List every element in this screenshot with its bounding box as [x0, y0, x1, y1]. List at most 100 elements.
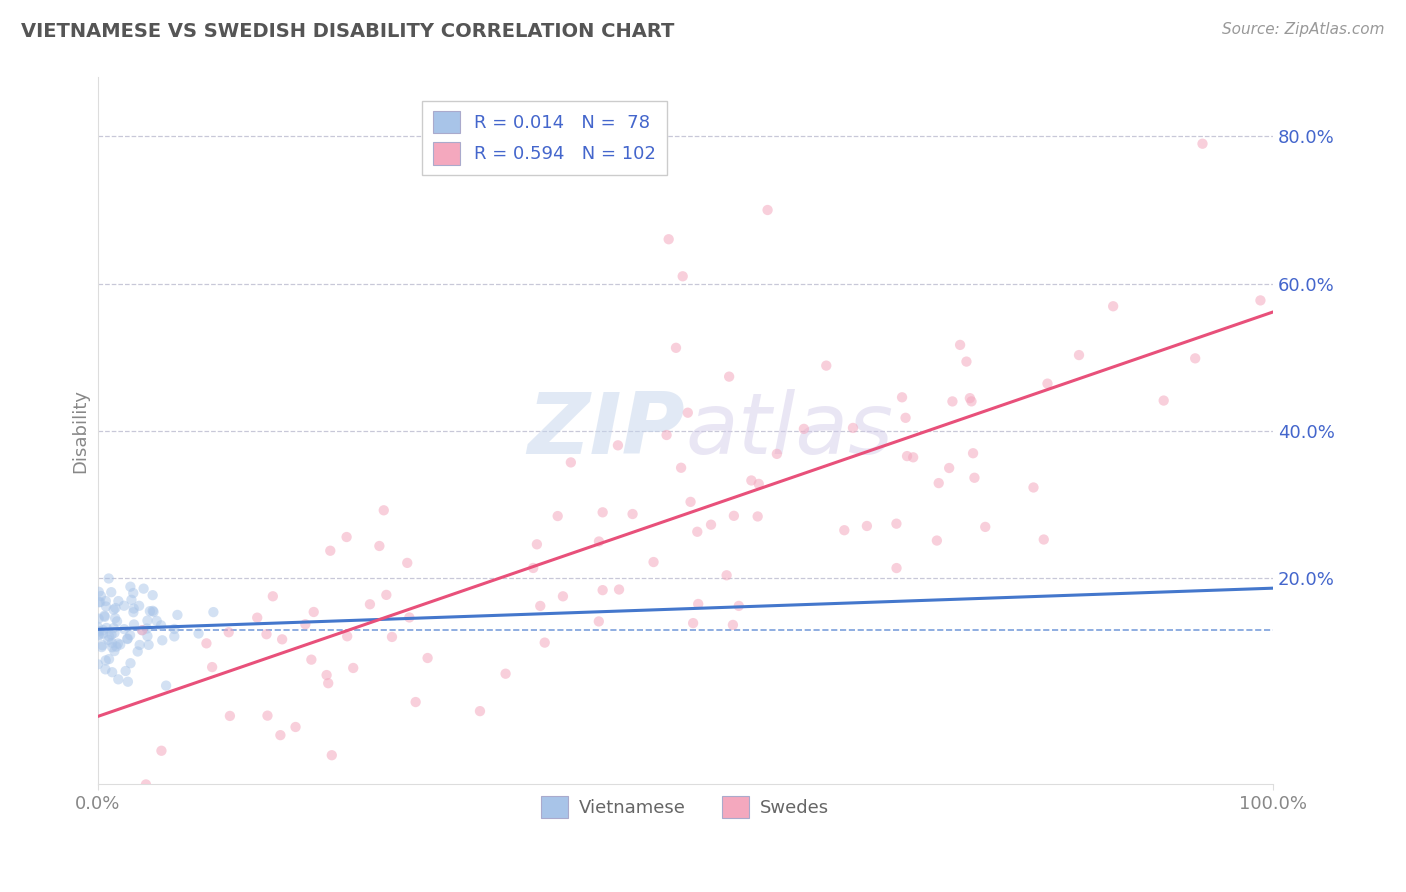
Point — [91, 623, 114, 637]
Point — [131, 623, 153, 637]
Point — [416, 651, 439, 665]
Point — [136, 614, 159, 628]
Point — [686, 524, 709, 539]
Point — [94, 653, 117, 667]
Point — [700, 517, 723, 532]
Point — [373, 503, 395, 517]
Point — [219, 709, 242, 723]
Point — [107, 594, 129, 608]
Point — [526, 537, 548, 551]
Point — [246, 610, 269, 624]
Legend: Vietnamese, Swedes: Vietnamese, Swedes — [534, 789, 837, 825]
Point — [94, 599, 117, 614]
Point — [114, 664, 136, 678]
Point — [101, 640, 124, 655]
Point — [723, 508, 745, 523]
Point — [150, 744, 173, 758]
Point — [166, 607, 188, 622]
Point — [547, 509, 569, 524]
Point — [87, 620, 110, 634]
Point — [886, 516, 908, 531]
Point — [896, 449, 918, 463]
Point — [103, 602, 125, 616]
Point — [122, 617, 145, 632]
Point — [128, 638, 150, 652]
Point — [315, 668, 337, 682]
Point — [302, 605, 325, 619]
Point — [766, 447, 789, 461]
Point — [607, 582, 630, 597]
Point — [107, 673, 129, 687]
Point — [793, 422, 815, 436]
Point — [202, 605, 225, 619]
Point — [949, 338, 972, 352]
Point — [925, 533, 948, 548]
Point — [815, 359, 838, 373]
Point — [941, 394, 963, 409]
Point — [105, 615, 128, 629]
Point — [90, 589, 112, 603]
Point — [155, 679, 177, 693]
Point — [122, 586, 145, 600]
Point — [962, 446, 984, 460]
Point — [94, 662, 117, 676]
Point — [886, 561, 908, 575]
Point — [551, 590, 574, 604]
Point — [658, 232, 681, 246]
Point — [375, 588, 398, 602]
Point — [142, 605, 165, 619]
Point — [97, 572, 120, 586]
Point — [336, 629, 359, 643]
Text: atlas: atlas — [685, 390, 893, 473]
Point — [316, 676, 339, 690]
Point — [150, 633, 173, 648]
Point — [718, 369, 741, 384]
Point — [107, 636, 129, 650]
Point — [103, 644, 125, 658]
Point — [529, 599, 551, 613]
Point — [894, 410, 917, 425]
Point — [187, 626, 209, 640]
Point — [748, 477, 770, 491]
Point — [1153, 393, 1175, 408]
Point — [150, 618, 173, 632]
Point — [721, 618, 744, 632]
Point — [91, 638, 114, 652]
Point — [560, 455, 582, 469]
Point — [195, 636, 218, 650]
Point — [294, 617, 316, 632]
Point — [299, 653, 322, 667]
Point — [655, 428, 678, 442]
Point — [132, 582, 155, 596]
Point — [93, 608, 115, 623]
Point — [928, 476, 950, 491]
Point — [98, 652, 121, 666]
Point — [105, 640, 128, 654]
Point — [256, 627, 278, 641]
Y-axis label: Disability: Disability — [72, 389, 89, 473]
Point — [955, 354, 977, 368]
Point — [1184, 351, 1206, 366]
Point — [1022, 481, 1045, 495]
Point — [588, 534, 610, 549]
Point — [533, 635, 555, 649]
Point — [128, 599, 150, 613]
Point — [87, 624, 110, 639]
Point — [856, 519, 879, 533]
Point — [1067, 348, 1090, 362]
Point — [522, 561, 544, 575]
Text: VIETNAMESE VS SWEDISH DISABILITY CORRELATION CHART: VIETNAMESE VS SWEDISH DISABILITY CORRELA… — [21, 22, 675, 41]
Point — [891, 390, 914, 404]
Point — [120, 657, 142, 671]
Point — [342, 661, 364, 675]
Point — [756, 202, 779, 217]
Point — [588, 615, 610, 629]
Point — [284, 720, 307, 734]
Point — [727, 599, 749, 613]
Point — [142, 604, 165, 618]
Point — [679, 495, 702, 509]
Point — [938, 461, 960, 475]
Point — [495, 666, 517, 681]
Point — [112, 599, 135, 613]
Point — [716, 568, 738, 582]
